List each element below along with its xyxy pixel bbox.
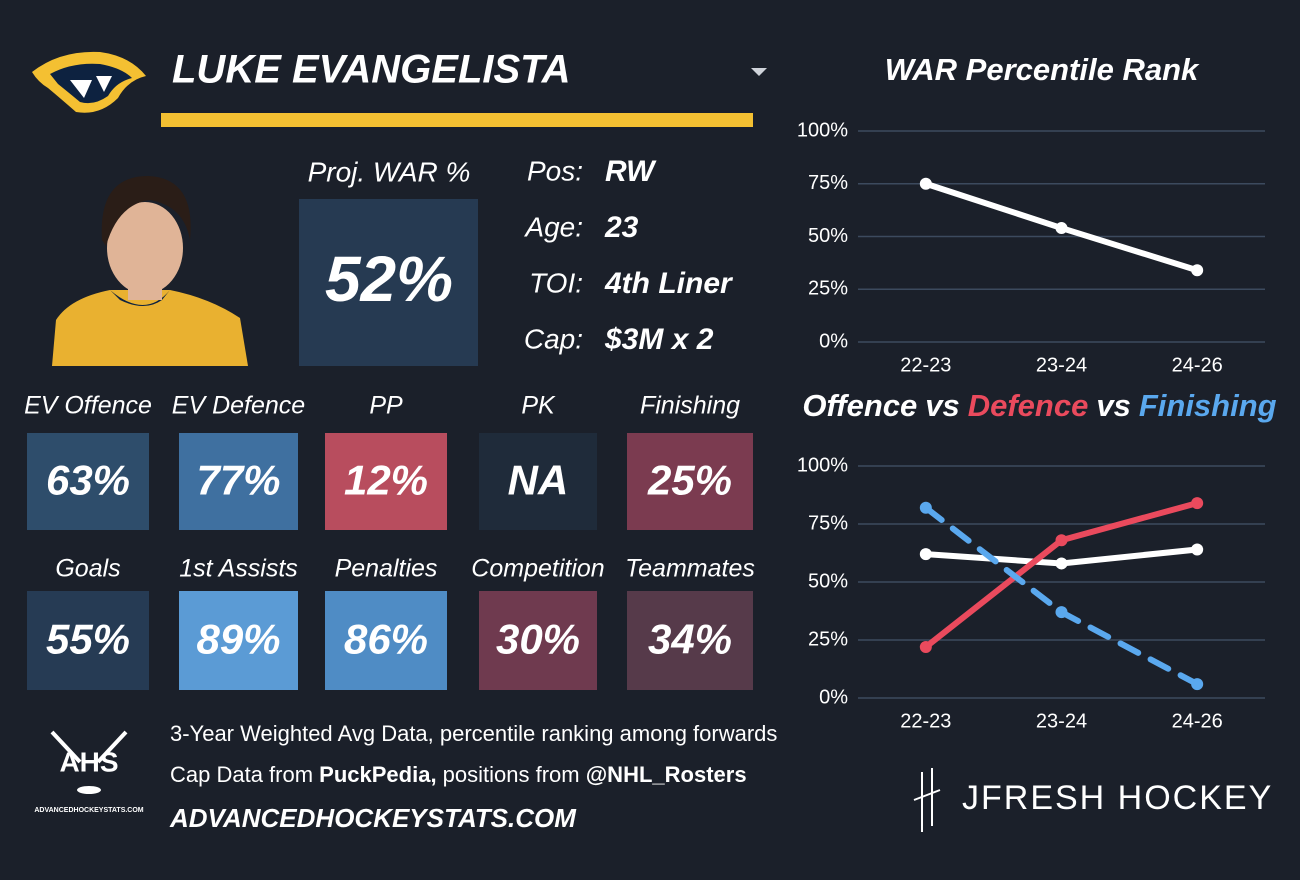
tile-box: [179, 433, 298, 530]
footer-note-part: PuckPedia,: [319, 762, 436, 787]
y-tick-label: 50%: [808, 570, 848, 592]
data-point: [919, 548, 932, 561]
tile-box: [479, 591, 597, 690]
tile-label: Penalties: [335, 555, 438, 583]
brand-logo: [913, 768, 941, 832]
bio-value: 23: [604, 211, 639, 244]
data-point: [1055, 606, 1068, 619]
tile-value: 12%: [344, 457, 428, 504]
y-tick-label: 0%: [819, 686, 848, 708]
bio-label: TOI:: [529, 267, 583, 298]
ahs-logo: AHS ADVANCEDHOCKEYSTATS.COM: [34, 730, 144, 814]
title-joiner: vs: [925, 388, 959, 423]
tile-value: 25%: [647, 457, 732, 504]
legend-entry: Defence: [968, 388, 1089, 423]
x-tick-label: 22-23: [900, 354, 951, 376]
x-tick-label: 23-24: [1036, 354, 1087, 376]
projection-box: [299, 199, 478, 366]
legend-entry: Offence: [802, 388, 917, 423]
footer-note-part: @NHL_Rosters: [586, 762, 747, 787]
y-tick-label: 25%: [808, 278, 848, 300]
tile-value: 86%: [344, 616, 428, 663]
data-point: [1191, 543, 1204, 556]
tile-box: [627, 591, 753, 690]
bio-label: Pos:: [527, 155, 583, 186]
y-tick-label: 75%: [808, 512, 848, 534]
ahs-logo-small: ADVANCEDHOCKEYSTATS.COM: [34, 807, 143, 814]
tile-value: 89%: [196, 616, 280, 663]
dropdown-toggle[interactable]: [751, 68, 767, 76]
data-point: [1055, 557, 1068, 570]
footer-note-part: positions from: [437, 762, 586, 787]
tile-box: [479, 433, 597, 530]
projection-value: 52%: [325, 243, 453, 315]
footer-note: 3-Year Weighted Avg Data, percentile ran…: [170, 721, 777, 746]
y-tick-label: 100%: [797, 454, 848, 476]
data-point: [1191, 264, 1204, 277]
tile-box: [325, 591, 447, 690]
tile-box: [27, 591, 149, 690]
data-point: [919, 640, 932, 653]
bio-label: Cap:: [524, 323, 583, 354]
brand-name: JFRESH HOCKEY: [962, 779, 1273, 817]
x-tick-label: 22-23: [900, 710, 951, 732]
tile-box: [627, 433, 753, 530]
data-point: [1055, 222, 1068, 235]
tile-box: [27, 433, 149, 530]
x-tick-label: 24-26: [1172, 710, 1223, 732]
tile-label: Teammates: [625, 555, 755, 583]
projection-label: Proj. WAR %: [308, 156, 471, 187]
tile-value: 55%: [46, 616, 130, 663]
tile-label: PP: [369, 392, 403, 420]
tile-value: 63%: [46, 457, 130, 504]
chart-title: WAR Percentile Rank: [885, 52, 1200, 87]
y-tick-label: 75%: [808, 172, 848, 194]
tile-label: EV Defence: [172, 392, 305, 420]
tile-box: [179, 591, 298, 690]
x-tick-label: 24-26: [1172, 354, 1223, 376]
bio-label: Age:: [523, 211, 583, 242]
y-tick-label: 25%: [808, 628, 848, 650]
tile-label: 1st Assists: [179, 555, 298, 583]
ahs-logo-text: AHS: [59, 746, 118, 777]
player-name: LUKE EVANGELISTA: [172, 48, 571, 92]
name-underline: [161, 113, 753, 127]
tile-value: 77%: [196, 457, 280, 504]
footer-note-part: Cap Data from: [170, 762, 319, 787]
tile-box: [325, 433, 447, 530]
tile-value: NA: [508, 457, 569, 504]
tile-label: Finishing: [640, 392, 740, 420]
data-point: [1191, 678, 1204, 691]
data-point: [919, 501, 932, 514]
team-logo: [32, 51, 146, 113]
tile-label: Competition: [471, 555, 604, 583]
chart-title: Offence vs Defence vs Finishing: [802, 388, 1276, 423]
footer-note: Cap Data from PuckPedia, positions from …: [170, 762, 747, 787]
y-tick-label: 0%: [819, 330, 848, 352]
tile-value: 30%: [496, 616, 580, 663]
bio-value: RW: [605, 155, 657, 188]
y-tick-label: 50%: [808, 225, 848, 247]
x-tick-label: 23-24: [1036, 710, 1087, 732]
tile-value: 34%: [648, 616, 732, 663]
player-photo: [52, 176, 248, 366]
tile-label: PK: [521, 392, 556, 420]
y-tick-label: 100%: [797, 119, 848, 141]
tile-label: Goals: [55, 555, 120, 583]
bio-value: $3M x 2: [604, 323, 714, 356]
footer-note-part: 3-Year Weighted Avg Data, percentile ran…: [170, 721, 777, 746]
site-url: ADVANCEDHOCKEYSTATS.COM: [169, 803, 577, 833]
data-point: [1191, 497, 1204, 510]
data-point: [1055, 534, 1068, 547]
tile-label: EV Offence: [24, 392, 152, 420]
bio-value: 4th Liner: [604, 267, 734, 300]
title-joiner: vs: [1096, 388, 1130, 423]
legend-entry: Finishing: [1139, 388, 1277, 423]
data-point: [919, 177, 932, 190]
